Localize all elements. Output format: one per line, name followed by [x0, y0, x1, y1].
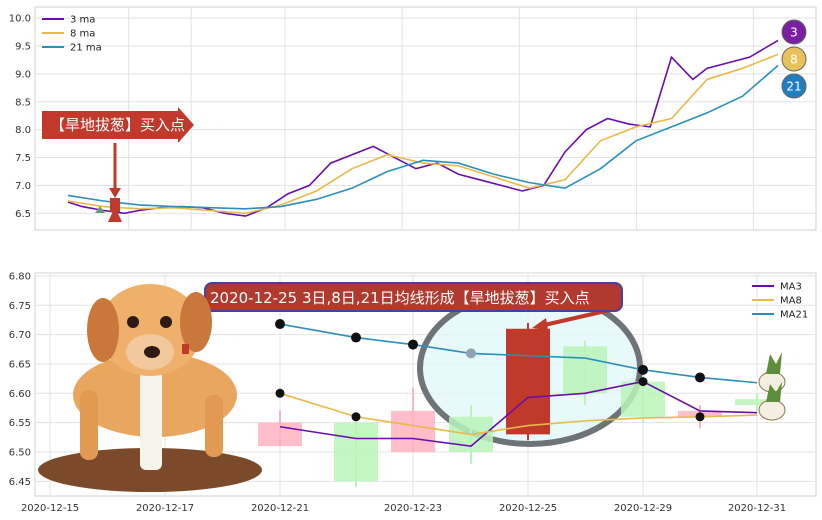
candle-body	[735, 399, 779, 406]
legend-label: 8 ma	[70, 29, 95, 40]
ma21-marker	[638, 364, 648, 375]
leek-stalk	[140, 360, 162, 470]
top-y-tick-label: 9.5	[15, 42, 31, 53]
top-grid	[35, 7, 816, 230]
dog-nose	[144, 346, 160, 358]
title-pointer	[539, 308, 611, 328]
bottom-series	[275, 319, 758, 447]
ma21-marker	[466, 348, 476, 359]
dog-ear-left	[87, 298, 119, 362]
dog-head	[98, 284, 202, 376]
top-y-tick-label: 7.5	[15, 153, 31, 164]
dog-collar	[182, 344, 189, 354]
bottom-x-tick-label: 2020-12-31	[728, 503, 786, 514]
top-legend: 3 ma 8 ma 21 ma	[42, 15, 102, 54]
annotation-pointer-head	[109, 188, 121, 198]
bottom-y-tick-label: 6.60	[9, 389, 31, 400]
dog-front-leg	[80, 390, 98, 460]
bottom-legend: MA3 MA8 MA21	[752, 282, 808, 321]
title-box	[204, 282, 623, 312]
ma-badge	[781, 19, 807, 45]
buy-point-annotation: 【旱地拔葱】买入点	[42, 107, 194, 222]
ma-badge-label: 8	[790, 53, 798, 67]
bottom-x-tick-label: 2020-12-23	[384, 503, 442, 514]
ma-badges: 3 8 21	[781, 19, 807, 99]
ma-badge	[781, 73, 807, 99]
top-y-tick-label: 9.0	[15, 69, 31, 80]
legend-label: 21 ma	[70, 43, 102, 54]
small-triangle	[95, 206, 105, 213]
candle-body	[621, 381, 665, 417]
bottom-y-tick-label: 6.50	[9, 447, 31, 458]
top-y-tick-label: 10.0	[9, 14, 31, 25]
legend-label: MA3	[780, 282, 802, 293]
bottom-series-line-MA21	[279, 323, 758, 384]
top-series	[67, 39, 779, 217]
bottom-x-axis: 2020-12-15 2020-12-17 2020-12-21 2020-12-23…	[21, 503, 786, 514]
candle-body	[391, 410, 435, 452]
top-y-axis: 10.0 9.5 9.0 8.5 8.0 7.5 7.0 6.5	[9, 14, 31, 220]
candle-body	[506, 328, 550, 435]
dog-ear-right	[180, 292, 212, 352]
ma21-marker	[275, 319, 285, 330]
dog-back-leg	[205, 395, 223, 457]
bottom-y-tick-label: 6.65	[9, 359, 31, 370]
bottom-x-tick-label: 2020-12-25	[499, 503, 557, 514]
ma8-marker	[695, 412, 705, 422]
candle-body	[334, 422, 378, 482]
annotation-arrow-box	[42, 107, 194, 143]
ma21-marker	[351, 332, 361, 343]
bottom-series-line-MA8	[279, 392, 758, 436]
legend-label: 3 ma	[70, 15, 95, 26]
ma-badge-label: 21	[786, 80, 801, 94]
dog-eye-right	[160, 316, 172, 328]
bottom-y-tick-label: 6.70	[9, 330, 31, 341]
ma8-marker	[351, 412, 361, 422]
bottom-y-axis: 6.80 6.75 6.70 6.65 6.60 6.55 6.50 6.45	[9, 271, 31, 487]
bottom-chart-title: 2020-12-25 3日,8日,21日均线形成【旱地拔葱】买入点	[210, 289, 590, 307]
candlesticks	[258, 322, 779, 488]
radish-icon-2	[758, 382, 786, 421]
bottom-y-tick-label: 6.45	[9, 477, 31, 488]
ma-badge	[781, 46, 807, 72]
candle-body	[258, 422, 302, 447]
ma8-marker	[275, 388, 285, 398]
bottom-x-tick-label: 2020-12-21	[251, 503, 309, 514]
bottom-x-tick-label: 2020-12-15	[21, 503, 79, 514]
bottom-x-tick-label: 2020-12-29	[614, 503, 672, 514]
highlight-candle	[110, 198, 120, 212]
bottom-series-line-MA3	[279, 380, 758, 447]
ma-badge-label: 3	[790, 26, 798, 40]
top-y-tick-label: 6.5	[15, 209, 31, 220]
highlight-marker	[108, 207, 122, 222]
ma21-marker	[695, 372, 705, 383]
candle-body	[563, 346, 607, 394]
bottom-x-tick-label: 2020-12-17	[136, 503, 194, 514]
legend-label: MA21	[780, 310, 808, 321]
bottom-y-tick-label: 6.75	[9, 301, 31, 312]
ma3-marker	[638, 377, 648, 387]
dog-illustration	[38, 284, 262, 492]
title-pointer-head	[532, 318, 548, 330]
top-y-tick-label: 8.0	[15, 125, 31, 136]
bottom-panel: 6.80 6.75 6.70 6.65 6.60 6.55 6.50 6.45 2020-12…	[9, 271, 817, 514]
bottom-y-tick-label: 6.80	[9, 271, 31, 282]
top-series-line-21-ma	[67, 64, 779, 210]
top-y-tick-label: 8.5	[15, 97, 31, 108]
legend-label: MA8	[780, 296, 802, 307]
ma21-marker	[408, 339, 418, 350]
top-y-tick-label: 7.0	[15, 181, 31, 192]
dog-eye-left	[127, 316, 139, 328]
top-series-line-8-ma	[67, 53, 779, 215]
bottom-y-tick-label: 6.55	[9, 418, 31, 429]
annotation-label: 【旱地拔葱】买入点	[50, 116, 185, 134]
